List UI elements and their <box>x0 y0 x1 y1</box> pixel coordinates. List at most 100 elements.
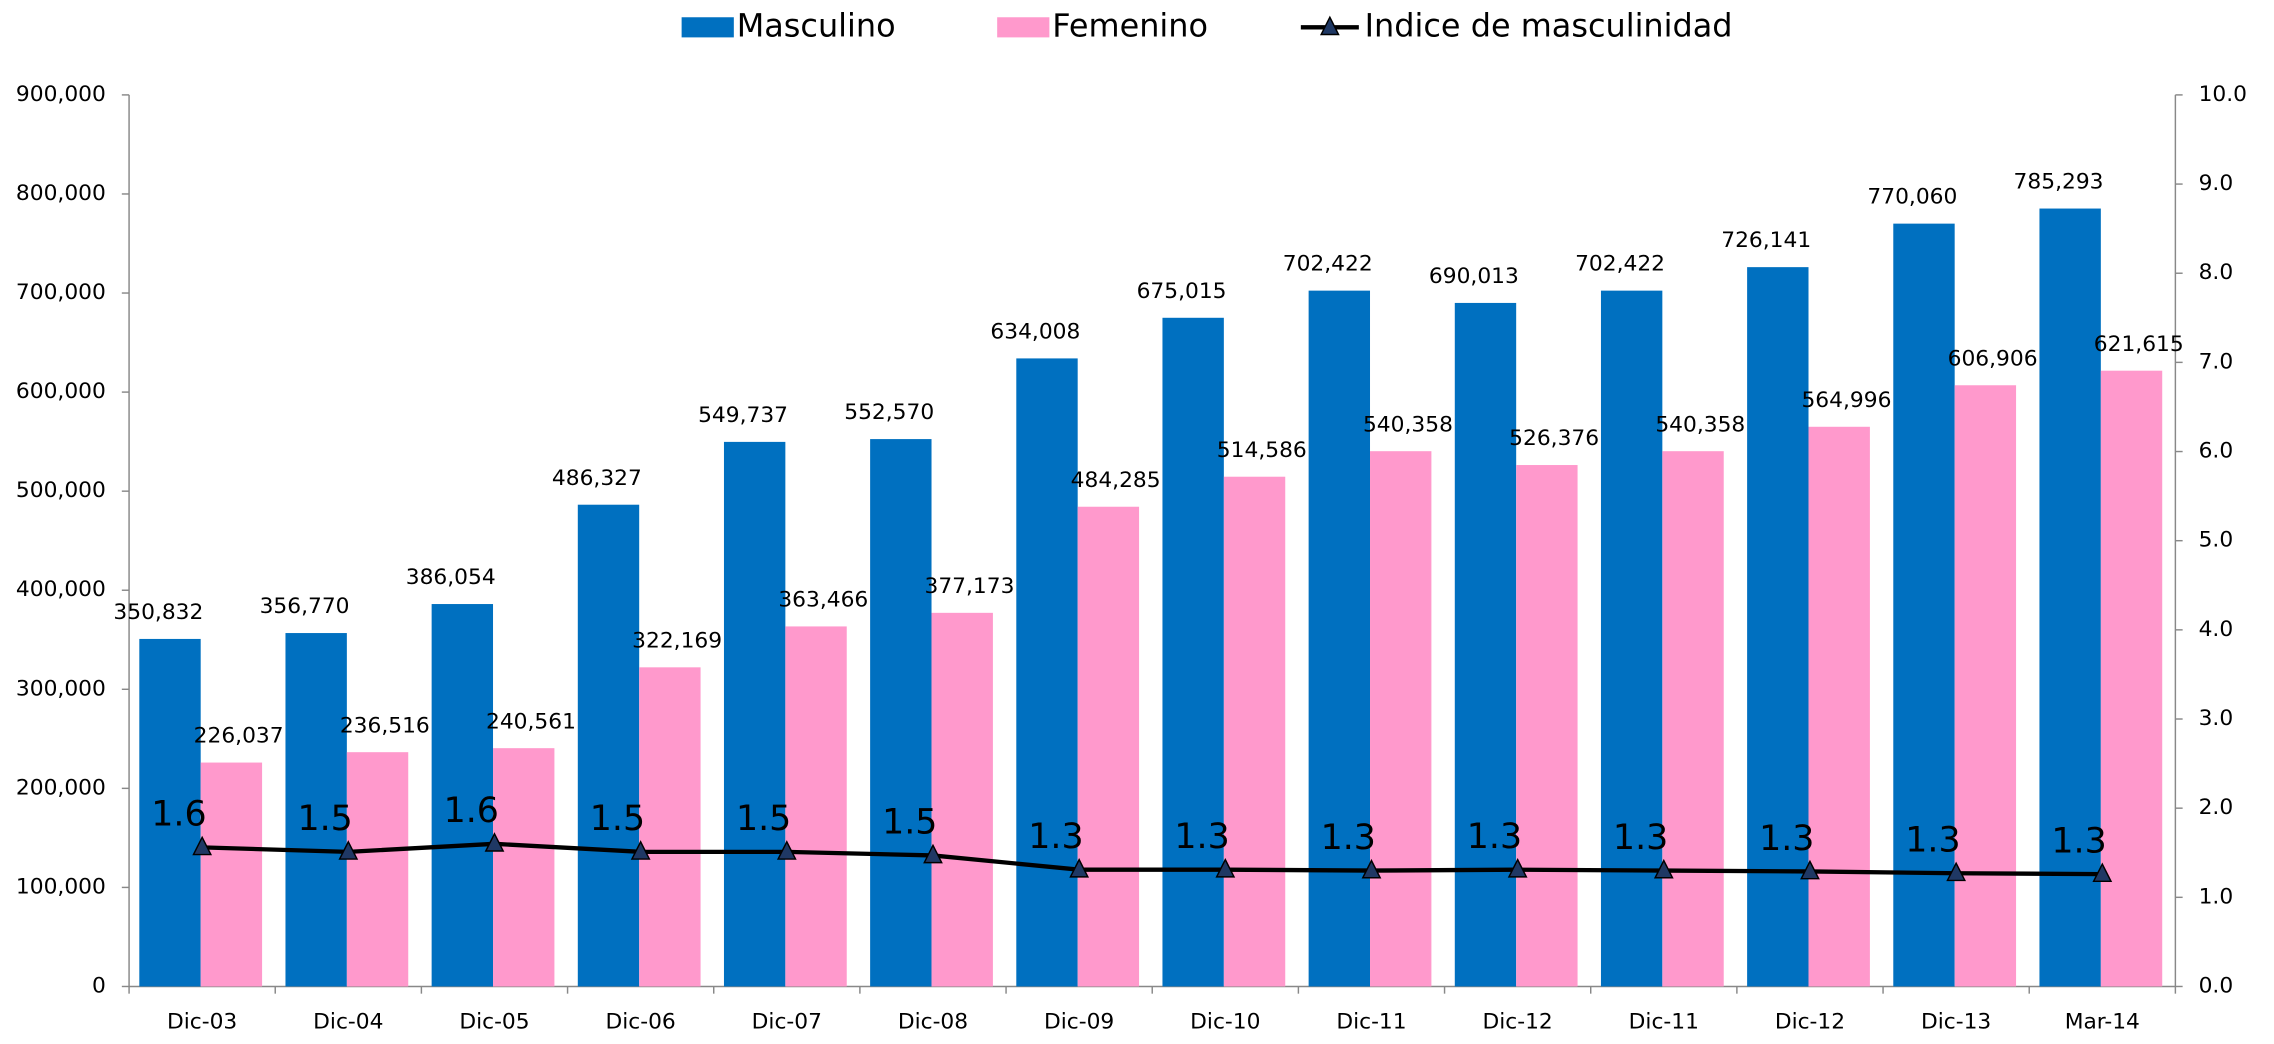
bar-label: 526,376 <box>1509 426 1599 451</box>
bar-label: 236,516 <box>340 713 430 738</box>
y-tick-label: 800,000 <box>16 181 106 206</box>
legend-swatch <box>681 17 734 38</box>
bar-label: 486,327 <box>552 466 642 491</box>
bar <box>1162 317 1224 987</box>
bar-label: 377,173 <box>924 574 1014 599</box>
marker <box>484 832 505 852</box>
bar <box>1516 465 1578 987</box>
line-label: 1.3 <box>1905 821 1960 861</box>
bar <box>285 633 347 987</box>
line-label: 1.5 <box>736 799 791 839</box>
y-tick-label: 400,000 <box>16 577 106 602</box>
y-tick-label: 600,000 <box>16 379 106 404</box>
y2-tick-label: 7.0 <box>2199 349 2234 374</box>
y-tick-label: 900,000 <box>16 82 106 107</box>
bar-label: 322,169 <box>632 628 722 653</box>
line-label: 1.3 <box>2051 822 2106 862</box>
legend-label: Indice de masculinidad <box>1365 8 1733 44</box>
y2-tick-label: 9.0 <box>2199 171 2234 196</box>
y2-tick-label: 6.0 <box>2199 439 2234 464</box>
marker <box>1215 858 1236 878</box>
line-label: 1.5 <box>590 799 645 839</box>
marker <box>1800 859 1820 880</box>
bar-label: 484,285 <box>1071 468 1161 493</box>
line-label: 1.3 <box>1467 817 1522 857</box>
marker <box>338 840 359 860</box>
bar-label: 552,570 <box>844 400 934 425</box>
bar <box>200 762 263 987</box>
marker <box>776 840 797 860</box>
x-tick-label: Dic-11 <box>1336 1009 1406 1034</box>
bar-label: 226,037 <box>194 724 284 749</box>
bar-label: 514,586 <box>1217 438 1307 463</box>
y2-tick-label: 3.0 <box>2199 706 2234 731</box>
bar-label: 350,832 <box>113 600 203 625</box>
bar <box>431 604 494 987</box>
marker <box>1361 858 1382 879</box>
bar-label: 386,054 <box>406 565 496 590</box>
x-tick-label: Dic-06 <box>606 1009 676 1034</box>
marker <box>1653 858 1674 879</box>
x-tick-label: Dic-12 <box>1775 1009 1845 1034</box>
bar <box>1747 267 1809 987</box>
bar <box>870 439 932 987</box>
line-label: 1.5 <box>297 799 352 839</box>
marker <box>2092 862 2113 883</box>
y2-tick-label: 5.0 <box>2199 528 2234 553</box>
bar <box>2100 370 2163 987</box>
bar-label: 634,008 <box>990 320 1080 345</box>
y-tick-label: 500,000 <box>16 478 106 503</box>
bar-label: 702,422 <box>1575 252 1665 277</box>
y-tick-label: 0 <box>92 974 106 999</box>
y-tick-label: 700,000 <box>16 280 106 305</box>
legend-swatch <box>997 17 1050 38</box>
bar <box>723 441 786 987</box>
x-tick-label: Dic-12 <box>1482 1009 1552 1034</box>
x-tick-label: Dic-05 <box>459 1009 529 1034</box>
y-tick-label: 100,000 <box>16 874 106 899</box>
bar-label: 540,358 <box>1363 412 1453 437</box>
bar-label: 675,015 <box>1137 279 1227 304</box>
y-tick-label: 200,000 <box>16 775 106 800</box>
x-tick-label: Dic-10 <box>1190 1009 1260 1034</box>
line-label: 1.3 <box>1613 818 1668 858</box>
line-label: 1.3 <box>1028 817 1083 857</box>
line-label: 1.3 <box>1759 819 1814 859</box>
bar-label: 363,466 <box>778 588 868 613</box>
legend-label: Masculino <box>737 8 896 44</box>
bar-label: 621,615 <box>2094 332 2184 357</box>
bar <box>639 667 701 987</box>
bar <box>1893 223 1955 987</box>
bar <box>1808 426 1870 987</box>
x-tick-label: Dic-09 <box>1044 1009 1114 1034</box>
line-label: 1.6 <box>151 795 206 835</box>
legend-label: Femenino <box>1052 8 1208 44</box>
bar <box>139 638 201 987</box>
bar-label: 356,770 <box>260 594 350 619</box>
bar <box>346 752 409 987</box>
bar-label: 785,293 <box>2014 170 2104 195</box>
bar-label: 540,358 <box>1655 412 1745 437</box>
bar-label: 770,060 <box>1867 185 1957 210</box>
y2-tick-label: 4.0 <box>2199 617 2234 642</box>
x-tick-label: Dic-13 <box>1921 1009 1991 1034</box>
y2-tick-label: 8.0 <box>2199 260 2234 285</box>
bar-label: 726,141 <box>1721 228 1811 253</box>
bar <box>493 748 555 987</box>
bar <box>1370 451 1432 987</box>
marker <box>1946 861 1967 882</box>
bar-label: 702,422 <box>1283 252 1373 277</box>
bar <box>1600 290 1663 987</box>
x-tick-label: Dic-11 <box>1629 1009 1699 1034</box>
y2-tick-label: 0.0 <box>2199 974 2234 999</box>
bar <box>1016 358 1078 987</box>
bar <box>1454 302 1517 987</box>
marker <box>1069 858 1090 878</box>
bar-label: 549,737 <box>698 403 788 428</box>
line-label: 1.6 <box>444 791 499 831</box>
bar-label: 690,013 <box>1429 264 1519 289</box>
bar-label: 564,996 <box>1801 388 1891 413</box>
x-tick-label: Dic-08 <box>898 1009 968 1034</box>
y2-tick-label: 10.0 <box>2199 82 2247 107</box>
